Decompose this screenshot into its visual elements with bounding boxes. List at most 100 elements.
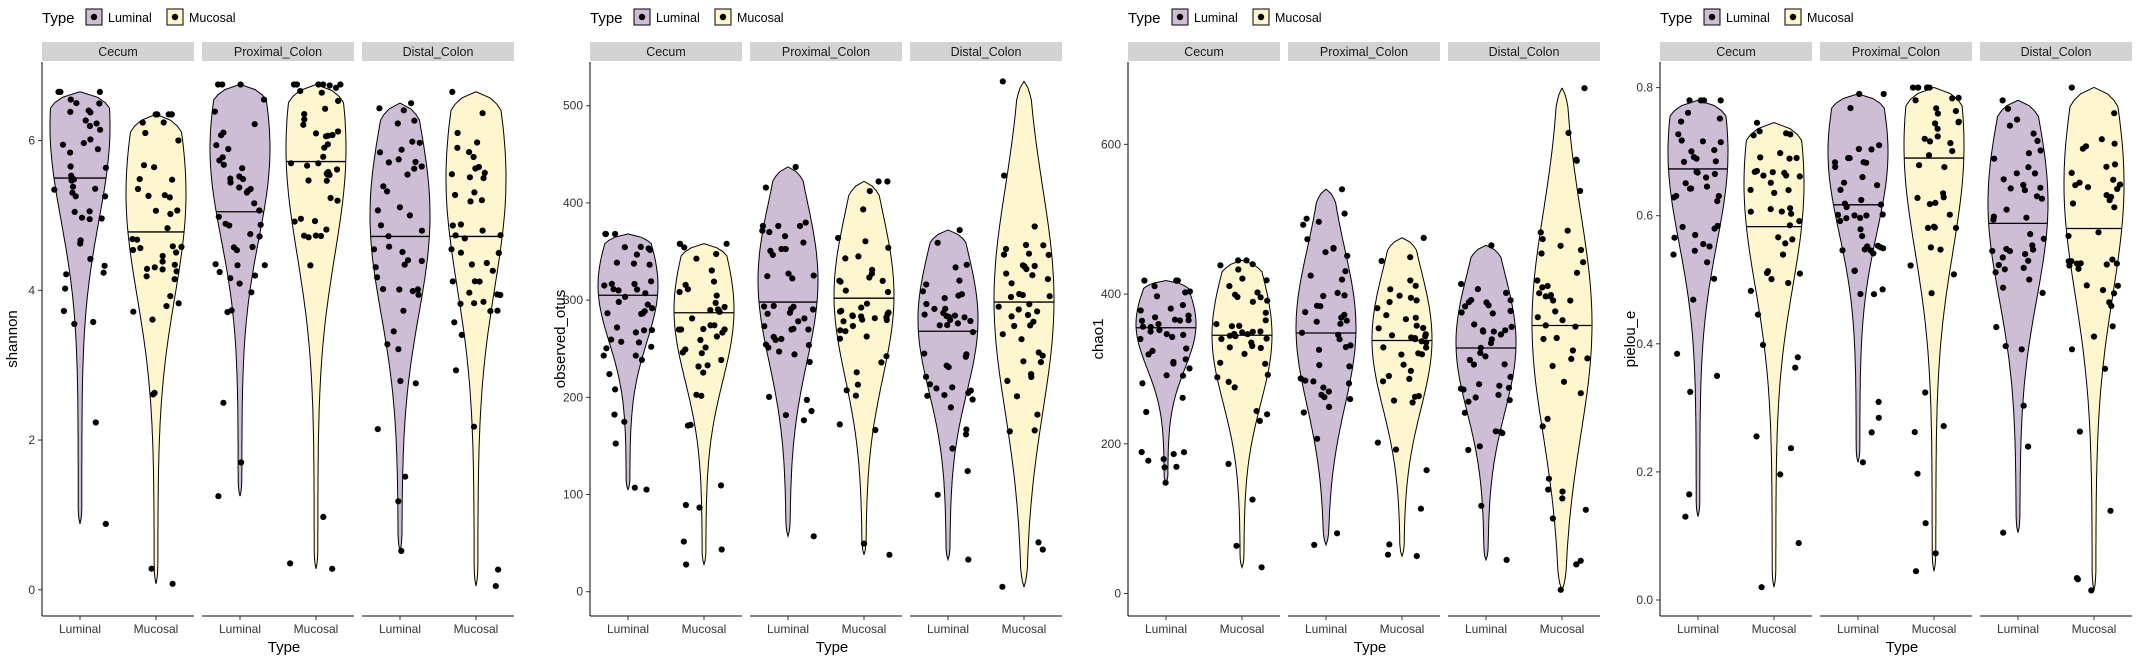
legend-label: Luminal: [656, 11, 700, 25]
data-point: [320, 513, 327, 521]
violin-luminal: [1987, 99, 2049, 533]
data-point: [713, 333, 721, 340]
data-point: [483, 259, 490, 267]
data-point: [1747, 208, 1754, 215]
data-point: [1249, 328, 1256, 335]
data-point: [1383, 312, 1390, 319]
data-point: [236, 184, 243, 191]
data-point: [965, 556, 972, 563]
data-point: [769, 251, 776, 258]
x-tick-label: Luminal: [1145, 622, 1187, 636]
data-point: [323, 226, 330, 233]
facet-strip-label: Proximal_Colon: [234, 45, 322, 59]
data-point: [2065, 232, 2072, 240]
data-point: [257, 221, 264, 228]
data-point: [305, 177, 312, 184]
data-point: [633, 251, 641, 258]
data-point: [1034, 411, 1041, 418]
facet-distal-colon: Distal_Colon Luminal Mucosal: [362, 42, 514, 636]
data-point: [1542, 322, 1549, 329]
data-point: [2109, 256, 2116, 263]
data-point: [1472, 394, 1479, 401]
data-point: [476, 278, 483, 285]
facet-strip-label: Cecum: [1716, 45, 1756, 59]
data-point: [1932, 120, 1939, 127]
data-point: [945, 364, 952, 371]
data-point: [1545, 486, 1552, 493]
data-point: [1183, 345, 1190, 352]
data-point: [152, 207, 159, 214]
data-point: [380, 286, 387, 293]
data-point: [2110, 176, 2117, 183]
data-point: [837, 327, 844, 334]
data-point: [1225, 378, 1232, 385]
data-point: [1508, 323, 1515, 330]
data-point: [399, 248, 406, 256]
data-point: [1176, 317, 1184, 324]
data-point: [1402, 316, 1409, 323]
data-point: [409, 138, 416, 145]
data-point: [1225, 460, 1232, 467]
data-point: [1877, 201, 1885, 208]
data-point: [1759, 341, 1767, 348]
y-axis-title: shannon: [4, 310, 21, 368]
data-point: [721, 303, 728, 311]
data-point: [962, 353, 969, 360]
data-point: [466, 174, 473, 181]
data-point: [1932, 199, 1939, 206]
data-point: [1497, 428, 1504, 436]
data-point: [2025, 150, 2032, 157]
data-point: [487, 308, 494, 315]
data-point: [288, 160, 295, 167]
data-point: [1868, 146, 1875, 153]
data-point: [1235, 266, 1242, 273]
data-point: [1179, 372, 1187, 379]
data-point: [1465, 446, 1472, 454]
facet-strip-label: Distal_Colon: [403, 45, 474, 59]
data-point: [100, 269, 107, 276]
data-point: [698, 350, 705, 357]
data-point: [853, 369, 860, 376]
y-tick-label: 100: [563, 488, 583, 502]
data-point: [2000, 284, 2007, 291]
data-point: [1477, 344, 1484, 351]
data-point: [1257, 294, 1264, 301]
data-point: [791, 351, 798, 358]
data-point: [497, 291, 504, 299]
data-point: [956, 277, 963, 284]
facet-cecum: Cecum Luminal Mucosal: [1128, 42, 1280, 636]
data-point: [1325, 388, 1332, 395]
data-point: [1537, 229, 1544, 236]
legend-title: Type: [1660, 10, 1693, 27]
data-point: [2068, 169, 2075, 176]
facet-strip-label: Distal_Colon: [1489, 45, 1560, 59]
data-point: [1011, 322, 1018, 330]
data-point: [785, 270, 792, 277]
data-point: [1928, 290, 1935, 297]
data-point: [2025, 257, 2032, 264]
facet-strip: [1820, 42, 1972, 61]
data-point: [1572, 323, 1579, 330]
facet-cecum: Cecum Luminal Mucosal: [1660, 42, 1812, 636]
data-point: [855, 253, 862, 260]
data-point: [1934, 133, 1941, 140]
data-point: [945, 313, 952, 320]
data-point: [86, 208, 93, 215]
y-tick-label: 0.0: [1636, 593, 1653, 607]
data-point: [2000, 176, 2007, 183]
data-point: [159, 266, 166, 273]
data-point: [1020, 358, 1027, 365]
data-point: [866, 188, 873, 195]
data-point: [1856, 90, 1863, 98]
data-point: [719, 329, 726, 336]
data-point: [334, 197, 341, 204]
legend-key-point: [1708, 13, 1716, 21]
data-point: [1507, 297, 1514, 304]
data-point: [1477, 349, 1484, 357]
data-point: [1507, 307, 1514, 315]
data-point: [470, 423, 478, 430]
data-point: [1374, 305, 1381, 312]
data-point: [1471, 321, 1478, 328]
data-point: [1254, 289, 1261, 296]
data-point: [98, 215, 105, 222]
